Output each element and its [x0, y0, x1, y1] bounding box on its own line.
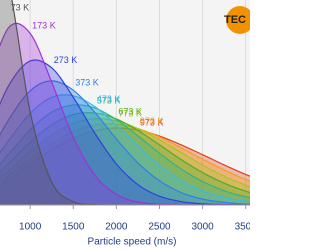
- x-tick-label: 3000: [191, 222, 214, 233]
- logo-circle: [226, 6, 250, 34]
- series-area: [0, 0, 250, 205]
- series-label: 73 K: [11, 2, 30, 12]
- series-line: [0, 22, 250, 205]
- areas: [0, 0, 250, 205]
- x-tick-label: 1000: [19, 222, 42, 233]
- x-tick-label: 3500: [235, 222, 250, 233]
- series-area: [0, 112, 250, 205]
- series-label: 973 K: [140, 117, 164, 127]
- series-area: [0, 23, 250, 205]
- series-label: 373 K: [75, 78, 99, 88]
- series-line: [0, 127, 250, 186]
- series-label: 273 K: [54, 55, 78, 65]
- series-label: 773 K: [118, 108, 142, 118]
- series-area: [0, 104, 250, 205]
- series-area: [0, 128, 250, 205]
- logo: TEC: [224, 14, 246, 26]
- series-line: [11, 0, 250, 205]
- series-label: 873 K: [140, 116, 164, 126]
- x-tick-label: 2000: [105, 222, 128, 233]
- series-line: [0, 112, 250, 194]
- x-tick-label: 2500: [148, 222, 171, 233]
- series-label: 173 K: [32, 21, 56, 31]
- series-area: [0, 59, 250, 205]
- series-line: [0, 104, 250, 199]
- series-line: [0, 94, 250, 203]
- series-area: [0, 123, 250, 205]
- x-ticks: 1000 1500 2000 2500 3000 3500: [19, 205, 250, 233]
- x-tick-label: 1500: [62, 222, 85, 233]
- series-label: 473 K: [97, 94, 121, 104]
- x-axis-label: Particle speed (m/s): [88, 237, 177, 248]
- series-line: [0, 123, 250, 183]
- series-label: 573 K: [97, 95, 121, 105]
- series-line: [0, 80, 250, 205]
- series-label: 673 K: [118, 106, 142, 116]
